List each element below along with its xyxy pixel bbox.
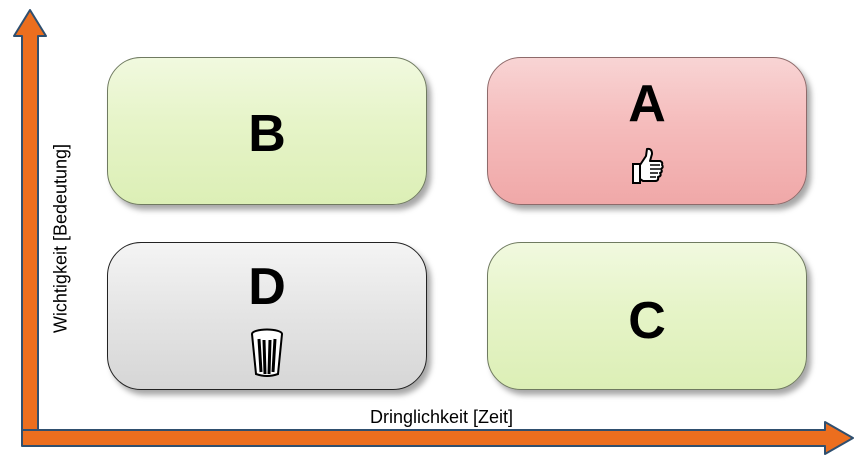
x-axis-arrow — [21, 421, 854, 455]
quadrant-c-letter: C — [628, 292, 666, 350]
y-axis-arrow — [13, 9, 47, 439]
thumbs-up-icon — [629, 146, 665, 191]
quadrant-b-letter: B — [248, 105, 286, 163]
x-axis-label: Dringlichkeit [Zeit] — [370, 407, 514, 427]
quadrant-a-letter: A — [628, 75, 666, 133]
quadrant-d: D — [107, 242, 427, 390]
quadrant-c: C — [487, 242, 807, 390]
quadrant-a: A — [487, 57, 807, 205]
quadrant-b: B — [107, 57, 427, 205]
trash-can-icon — [250, 328, 284, 383]
quadrant-d-letter: D — [248, 258, 286, 316]
y-axis-label: Wichtigkeit [Bedeutung] — [50, 143, 71, 334]
